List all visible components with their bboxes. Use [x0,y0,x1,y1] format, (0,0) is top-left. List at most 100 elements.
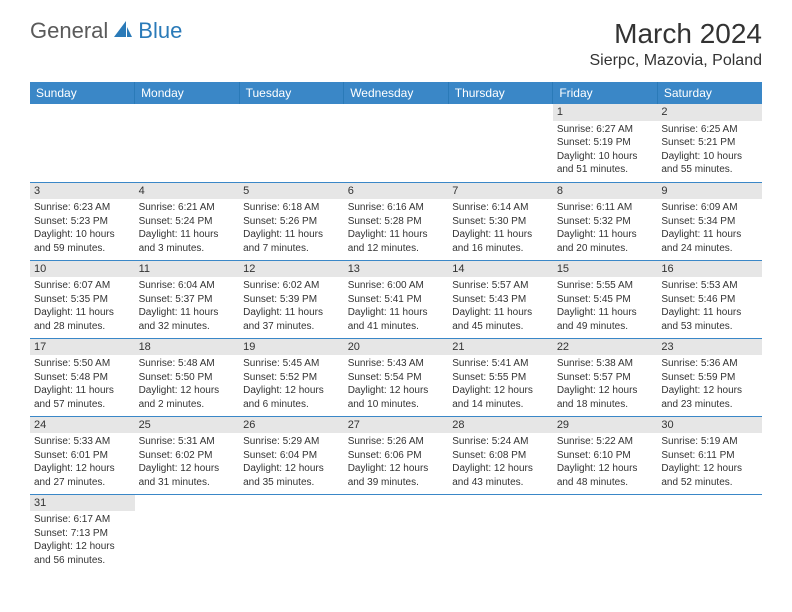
sunset-text: Sunset: 6:02 PM [139,449,236,463]
sunset-text: Sunset: 6:08 PM [452,449,549,463]
brand-logo: General Blue [30,18,182,44]
daylight2-text: and 18 minutes. [557,398,654,412]
month-title: March 2024 [589,18,762,50]
sunset-text: Sunset: 5:37 PM [139,293,236,307]
daylight1-text: Daylight: 12 hours [661,384,758,398]
sunrise-text: Sunrise: 6:23 AM [34,201,131,215]
calendar-cell: 14Sunrise: 5:57 AMSunset: 5:43 PMDayligh… [448,260,553,338]
dayhead-tuesday: Tuesday [239,82,344,104]
day-number: 9 [657,183,762,200]
sunrise-text: Sunrise: 6:09 AM [661,201,758,215]
calendar-cell: 20Sunrise: 5:43 AMSunset: 5:54 PMDayligh… [344,338,449,416]
dayhead-wednesday: Wednesday [344,82,449,104]
daylight2-text: and 51 minutes. [557,163,654,177]
day-header-row: Sunday Monday Tuesday Wednesday Thursday… [30,82,762,104]
calendar-cell: 19Sunrise: 5:45 AMSunset: 5:52 PMDayligh… [239,338,344,416]
daylight2-text: and 10 minutes. [348,398,445,412]
sunrise-text: Sunrise: 6:07 AM [34,279,131,293]
sunset-text: Sunset: 5:52 PM [243,371,340,385]
daylight2-text: and 39 minutes. [348,476,445,490]
calendar-cell: 30Sunrise: 5:19 AMSunset: 6:11 PMDayligh… [657,416,762,494]
calendar-cell: 28Sunrise: 5:24 AMSunset: 6:08 PMDayligh… [448,416,553,494]
daylight2-text: and 7 minutes. [243,242,340,256]
sunrise-text: Sunrise: 5:50 AM [34,357,131,371]
dayhead-monday: Monday [135,82,240,104]
daylight2-text: and 27 minutes. [34,476,131,490]
daylight1-text: Daylight: 11 hours [661,228,758,242]
brand-general: General [30,18,108,44]
sunset-text: Sunset: 5:28 PM [348,215,445,229]
calendar-cell: 12Sunrise: 6:02 AMSunset: 5:39 PMDayligh… [239,260,344,338]
daylight1-text: Daylight: 11 hours [243,306,340,320]
calendar-cell: 2Sunrise: 6:25 AMSunset: 5:21 PMDaylight… [657,104,762,182]
sunrise-text: Sunrise: 6:27 AM [557,123,654,137]
daylight1-text: Daylight: 12 hours [557,462,654,476]
sunrise-text: Sunrise: 6:04 AM [139,279,236,293]
daylight1-text: Daylight: 11 hours [243,228,340,242]
calendar-table: Sunday Monday Tuesday Wednesday Thursday… [30,82,762,572]
daylight2-text: and 28 minutes. [34,320,131,334]
calendar-cell: 15Sunrise: 5:55 AMSunset: 5:45 PMDayligh… [553,260,658,338]
sunrise-text: Sunrise: 6:25 AM [661,123,758,137]
sunset-text: Sunset: 5:48 PM [34,371,131,385]
day-number: 18 [135,339,240,356]
sunset-text: Sunset: 5:30 PM [452,215,549,229]
calendar-row: 3Sunrise: 6:23 AMSunset: 5:23 PMDaylight… [30,182,762,260]
sunrise-text: Sunrise: 5:22 AM [557,435,654,449]
daylight2-text: and 20 minutes. [557,242,654,256]
day-number: 29 [553,417,658,434]
title-block: March 2024 Sierpc, Mazovia, Poland [589,18,762,70]
daylight1-text: Daylight: 11 hours [139,306,236,320]
sunrise-text: Sunrise: 6:14 AM [452,201,549,215]
sunset-text: Sunset: 5:19 PM [557,136,654,150]
day-number: 23 [657,339,762,356]
sunset-text: Sunset: 5:55 PM [452,371,549,385]
day-number: 1 [553,104,658,121]
calendar-row: 10Sunrise: 6:07 AMSunset: 5:35 PM Dayligh… [30,260,762,338]
daylight1-text: Daylight: 11 hours [452,306,549,320]
sunset-text: Sunset: 5:54 PM [348,371,445,385]
sunrise-text: Sunrise: 5:29 AM [243,435,340,449]
calendar-cell [135,104,240,182]
calendar-cell: 4Sunrise: 6:21 AMSunset: 5:24 PMDaylight… [135,182,240,260]
sail-icon [112,19,134,44]
day-number: 30 [657,417,762,434]
daylight1-text: Daylight: 12 hours [348,384,445,398]
sunset-text: Sunset: 6:01 PM [34,449,131,463]
sunset-text: Sunset: 5:21 PM [661,136,758,150]
calendar-cell: 6Sunrise: 6:16 AMSunset: 5:28 PMDaylight… [344,182,449,260]
calendar-cell: 7Sunrise: 6:14 AMSunset: 5:30 PMDaylight… [448,182,553,260]
calendar-cell: 18Sunrise: 5:48 AMSunset: 5:50 PMDayligh… [135,338,240,416]
day-number: 5 [239,183,344,200]
daylight2-text: and 56 minutes. [34,554,131,568]
sunset-text: Sunset: 5:34 PM [661,215,758,229]
sunset-text: Sunset: 5:35 PM [34,293,131,307]
calendar-row: 1 Sunrise: 6:27 AMSunset: 5:19 PM Daylight… [30,104,762,182]
day-number: 21 [448,339,553,356]
daylight1-text: Daylight: 10 hours [661,150,758,164]
daylight1-text: Daylight: 11 hours [34,384,131,398]
daylight2-text: and 6 minutes. [243,398,340,412]
day-number: 8 [553,183,658,200]
daylight2-text: and 12 minutes. [348,242,445,256]
sunrise-text: Sunrise: 6:00 AM [348,279,445,293]
calendar-cell: 10Sunrise: 6:07 AMSunset: 5:35 PMDayligh… [30,260,135,338]
daylight2-text: and 14 minutes. [452,398,549,412]
sunrise-text: Sunrise: 5:41 AM [452,357,549,371]
day-number: 10 [30,261,135,278]
daylight1-text: Daylight: 12 hours [661,462,758,476]
day-number: 4 [135,183,240,200]
sunrise-text: Sunrise: 5:55 AM [557,279,654,293]
brand-blue: Blue [138,18,182,44]
sunrise-text: Sunrise: 6:21 AM [139,201,236,215]
day-number: 31 [30,495,135,512]
sunrise-text: Sunrise: 6:18 AM [243,201,340,215]
day-number: 20 [344,339,449,356]
daylight2-text: and 2 minutes. [139,398,236,412]
daylight1-text: Daylight: 11 hours [348,228,445,242]
calendar-cell: 13Sunrise: 6:00 AMSunset: 5:41 PMDayligh… [344,260,449,338]
sunset-text: Sunset: 5:41 PM [348,293,445,307]
day-number: 22 [553,339,658,356]
sunset-text: Sunset: 6:04 PM [243,449,340,463]
sunrise-text: Sunrise: 5:31 AM [139,435,236,449]
